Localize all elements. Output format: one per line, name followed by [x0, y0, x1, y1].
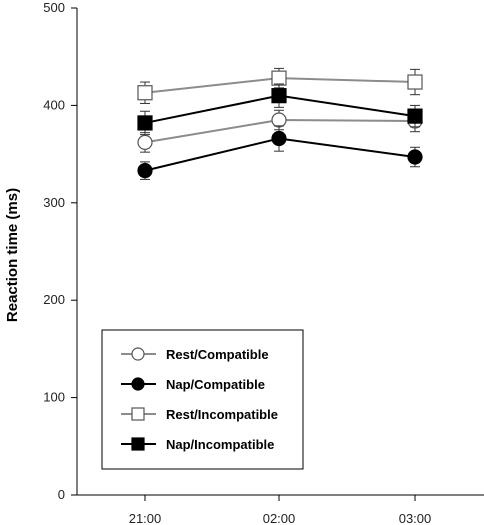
data-point — [137, 163, 153, 179]
series-nap-compatible — [137, 125, 423, 180]
y-tick-label: 500 — [43, 0, 65, 15]
x-tick-label: 02:00 — [263, 511, 296, 525]
legend-item: Rest/Incompatible — [121, 407, 278, 422]
data-point — [137, 85, 153, 101]
data-point — [407, 149, 423, 165]
y-tick-label: 200 — [43, 292, 65, 307]
data-point — [407, 108, 423, 124]
y-tick-label: 300 — [43, 195, 65, 210]
x-tick-label: 03:00 — [399, 511, 432, 525]
legend: Rest/Compatible Nap/Compatible Rest/Incomp… — [101, 329, 304, 470]
data-point — [137, 115, 153, 131]
legend-label: Nap/Incompatible — [166, 437, 274, 452]
y-axis-title: Reaction time (ms) — [4, 188, 21, 322]
legend-item: Nap/Compatible — [121, 377, 265, 392]
series-nap-incompatible — [137, 83, 423, 136]
legend-label: Nap/Compatible — [166, 377, 265, 392]
data-point — [137, 134, 153, 151]
data-point — [407, 74, 423, 90]
legend-marker — [131, 347, 145, 361]
x-tick-label: 21:00 — [129, 511, 162, 525]
data-point — [271, 70, 287, 86]
legend-item: Nap/Incompatible — [121, 437, 274, 452]
y-tick-label: 0 — [58, 487, 65, 502]
legend-marker — [131, 437, 145, 451]
legend-marker — [131, 407, 145, 421]
data-point — [271, 112, 287, 128]
legend-label: Rest/Incompatible — [166, 407, 278, 422]
legend-marker — [131, 377, 145, 391]
axes: 0 100 200 300 400 500 21:00 02:00 03:00 — [43, 0, 484, 525]
y-tick-label: 400 — [43, 97, 65, 112]
legend-label: Rest/Compatible — [166, 347, 269, 362]
legend-item: Rest/Compatible — [121, 347, 269, 362]
series-layer — [137, 67, 423, 180]
data-point — [271, 88, 287, 104]
data-point — [271, 130, 287, 147]
y-tick-label: 100 — [43, 390, 65, 405]
